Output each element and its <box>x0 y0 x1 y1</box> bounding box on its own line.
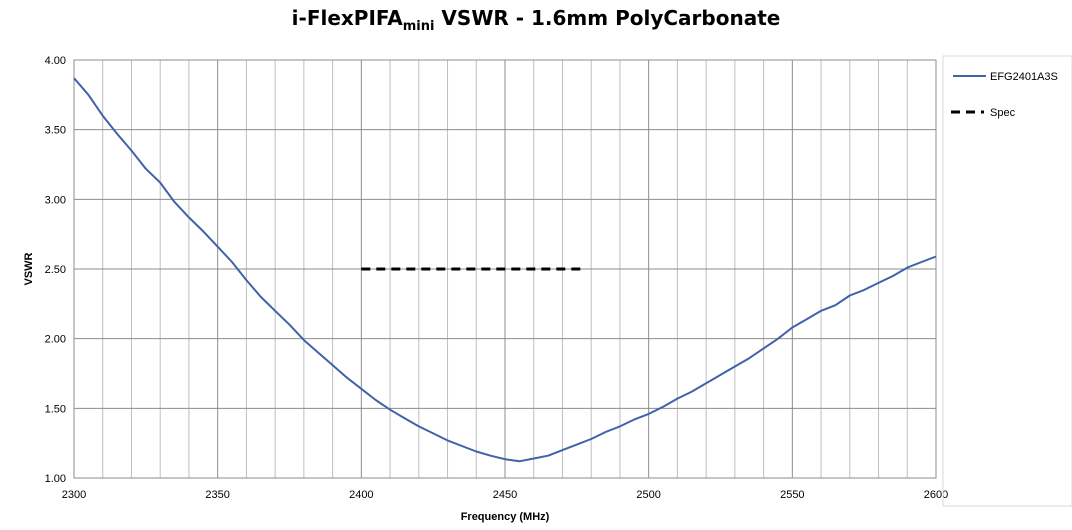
legend-label-spec: Spec <box>990 107 1016 119</box>
x-tick-label: 2450 <box>493 489 517 501</box>
legend: EFG2401A3S Spec <box>942 55 1072 507</box>
title-rest: VSWR - 1.6mm PolyCarbonate <box>434 6 781 30</box>
legend-box <box>942 55 1072 507</box>
y-tick-label: 3.50 <box>45 125 66 137</box>
chart-title: i-FlexPIFAmini VSWR - 1.6mm PolyCarbonat… <box>0 6 1072 34</box>
x-tick-label: 2400 <box>349 489 373 501</box>
y-tick-label: 4.00 <box>45 55 66 67</box>
y-tick-label: 1.50 <box>45 403 66 415</box>
y-tick-label: 3.00 <box>45 194 66 206</box>
legend-label-efg2401a3s: EFG2401A3S <box>990 71 1058 83</box>
title-main: i-FlexPIFA <box>291 6 403 30</box>
y-tick-label: 1.00 <box>45 473 66 485</box>
title-subscript: mini <box>402 19 435 34</box>
x-tick-label: 2550 <box>780 489 804 501</box>
y-axis-label: VSWR <box>23 252 35 285</box>
x-tick-label: 2600 <box>924 489 948 501</box>
y-tick-label: 2.50 <box>45 264 66 276</box>
x-tick-label: 2300 <box>62 489 86 501</box>
y-tick-label: 2.00 <box>45 334 66 346</box>
x-axis-label: Frequency (MHz) <box>461 511 550 523</box>
x-tick-label: 2500 <box>636 489 660 501</box>
plot-area <box>73 59 937 479</box>
series-line-efg2401a3s <box>73 77 937 463</box>
x-tick-label: 2350 <box>205 489 229 501</box>
